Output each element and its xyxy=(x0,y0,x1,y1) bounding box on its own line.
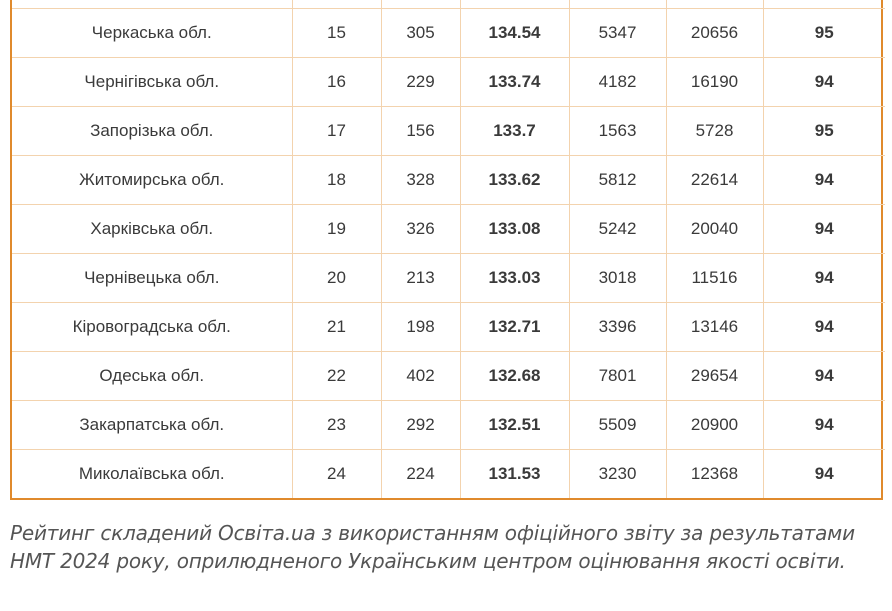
cell-score: 132.71 xyxy=(460,302,570,352)
cell-tests: 20656 xyxy=(666,8,764,58)
cell-students: 3230 xyxy=(569,449,667,498)
table-row: Харківська обл. 19 326 133.08 5242 20040… xyxy=(12,204,885,254)
cell-rank: 22 xyxy=(292,351,382,401)
cell-schools: 292 xyxy=(381,400,461,450)
cell-students: 3018 xyxy=(569,253,667,303)
cell-score: 133.7 xyxy=(460,106,570,156)
cell-score: 133.62 xyxy=(460,155,570,205)
cell-schools: 305 xyxy=(381,8,461,58)
table-row: Миколаївська обл. 24 224 131.53 3230 123… xyxy=(12,449,885,498)
cell-score: 131.53 xyxy=(460,449,570,498)
cell-region: Одеська обл. xyxy=(12,351,293,401)
cell-region xyxy=(12,0,293,9)
table-row: Закарпатська обл. 23 292 132.51 5509 209… xyxy=(12,400,885,450)
cell-rank xyxy=(292,0,382,9)
cell-schools: 213 xyxy=(381,253,461,303)
source-caption: Рейтинг складений Освіта.ua з використан… xyxy=(10,521,855,573)
cell-score: 133.08 xyxy=(460,204,570,254)
cell-rank: 20 xyxy=(292,253,382,303)
cell-tests: 5728 xyxy=(666,106,764,156)
cell-schools xyxy=(381,0,461,9)
cell-students: 4182 xyxy=(569,57,667,107)
cell-region: Миколаївська обл. xyxy=(12,449,293,498)
cell-pct: 94 xyxy=(763,57,885,107)
cell-students: 5347 xyxy=(569,8,667,58)
table-row: Одеська обл. 22 402 132.68 7801 29654 94 xyxy=(12,351,885,401)
cell-schools: 328 xyxy=(381,155,461,205)
ranking-table: Черкаська обл. 15 305 134.54 5347 20656 … xyxy=(12,0,885,498)
cell-schools: 156 xyxy=(381,106,461,156)
cell-rank: 24 xyxy=(292,449,382,498)
cell-region: Житомирська обл. xyxy=(12,155,293,205)
cell-schools: 326 xyxy=(381,204,461,254)
ranking-table-container: Черкаська обл. 15 305 134.54 5347 20656 … xyxy=(10,0,885,500)
cell-pct: 94 xyxy=(814,464,834,483)
cell-rank: 18 xyxy=(292,155,382,205)
cell-region: Чернівецька обл. xyxy=(12,253,293,303)
cell-students: 5509 xyxy=(569,400,667,450)
cell-students: 7801 xyxy=(569,351,667,401)
cell-tests: 13146 xyxy=(666,302,764,352)
cell-rank: 19 xyxy=(292,204,382,254)
cell-score: 132.68 xyxy=(460,351,570,401)
cell-rank: 16 xyxy=(292,57,382,107)
cell-tests: 12368 xyxy=(666,449,764,498)
table-row: Кіровоградська обл. 21 198 132.71 3396 1… xyxy=(12,302,885,352)
cell-students: 1563 xyxy=(569,106,667,156)
cell-pct xyxy=(763,0,885,9)
cell-region: Черкаська обл. xyxy=(12,8,293,58)
table-row: Черкаська обл. 15 305 134.54 5347 20656 … xyxy=(12,8,885,58)
cell-region: Чернігівська обл. xyxy=(12,57,293,107)
cell-rank: 15 xyxy=(292,8,382,58)
cell-region: Харківська обл. xyxy=(12,204,293,254)
table-row: Запорізька обл. 17 156 133.7 1563 5728 9… xyxy=(12,106,885,156)
cell-pct: 95 xyxy=(763,106,885,156)
cell-tests: 22614 xyxy=(666,155,764,205)
cell-schools: 229 xyxy=(381,57,461,107)
cell-score: 133.03 xyxy=(460,253,570,303)
cell-pct: 94 xyxy=(763,302,885,352)
cell-students: 3396 xyxy=(569,302,667,352)
cell-region: Кіровоградська обл. xyxy=(12,302,293,352)
cell-pct: 94 xyxy=(763,253,885,303)
cell-tests: 11516 xyxy=(666,253,764,303)
ranking-table-body: Черкаська обл. 15 305 134.54 5347 20656 … xyxy=(12,0,885,498)
cell-score: 134.54 xyxy=(460,8,570,58)
cell-score: 132.51 xyxy=(460,400,570,450)
cell-score: 133.74 xyxy=(460,57,570,107)
cell-score xyxy=(460,0,570,9)
table-row: Чернівецька обл. 20 213 133.03 3018 1151… xyxy=(12,253,885,303)
cell-tests: 29654 xyxy=(666,351,764,401)
cell-pct: 94 xyxy=(763,204,885,254)
cell-pct: 94 xyxy=(763,351,885,401)
cell-region: Запорізька обл. xyxy=(12,106,293,156)
table-row: Чернігівська обл. 16 229 133.74 4182 161… xyxy=(12,57,885,107)
cell-pct: 95 xyxy=(763,8,885,58)
cell-tests: 20040 xyxy=(666,204,764,254)
cell-tests xyxy=(666,0,764,9)
cell-students: 5242 xyxy=(569,204,667,254)
cell-schools: 402 xyxy=(381,351,461,401)
cell-schools: 224 xyxy=(381,449,461,498)
cell-students xyxy=(569,0,667,9)
cell-pct: 94 xyxy=(763,155,885,205)
cell-region: Закарпатська обл. xyxy=(12,400,293,450)
cell-schools: 198 xyxy=(381,302,461,352)
cell-pct: 94 xyxy=(763,400,885,450)
cell-tests: 16190 xyxy=(666,57,764,107)
cell-rank: 17 xyxy=(292,106,382,156)
cell-rank: 21 xyxy=(292,302,382,352)
table-row xyxy=(12,0,885,9)
cell-students: 5812 xyxy=(569,155,667,205)
cell-rank: 23 xyxy=(292,400,382,450)
cell-tests: 20900 xyxy=(666,400,764,450)
table-row: Житомирська обл. 18 328 133.62 5812 2261… xyxy=(12,155,885,205)
